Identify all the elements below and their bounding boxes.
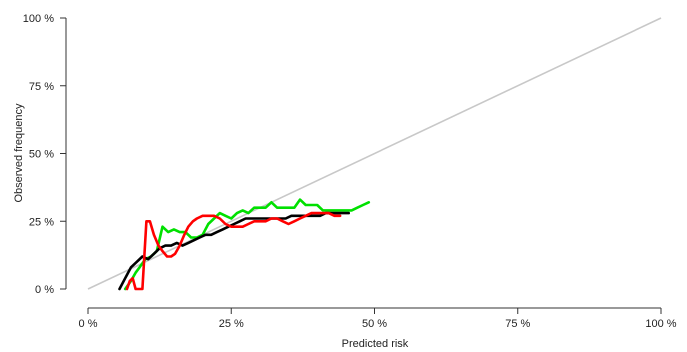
y-axis: 0 % 25 % 50 % 75 % 100 % xyxy=(23,13,67,296)
x-tick-label: 25 % xyxy=(219,318,244,330)
reference-line-layer xyxy=(87,17,662,290)
x-tick-label: 50 % xyxy=(362,318,387,330)
series-layer xyxy=(118,198,371,291)
x-tick-label: 75 % xyxy=(505,318,530,330)
y-tick-label: 50 % xyxy=(29,149,54,161)
y-axis-title: Observed frequency xyxy=(13,103,25,203)
series-line-1 xyxy=(123,198,371,291)
y-tick-label: 0 % xyxy=(35,284,54,296)
x-axis-title: Predicted risk xyxy=(342,338,409,350)
y-tick-label: 100 % xyxy=(23,13,54,25)
y-tick-label: 75 % xyxy=(29,81,54,93)
x-tick-label: 100 % xyxy=(645,318,676,330)
x-tick-label: 0 % xyxy=(79,318,98,330)
series-line-3 xyxy=(125,211,342,291)
y-tick-label: 25 % xyxy=(29,216,54,228)
x-axis: 0 % 25 % 50 % 75 % 100 % xyxy=(79,307,677,330)
series-line-2 xyxy=(118,211,351,291)
reference-diagonal-line xyxy=(87,17,662,290)
